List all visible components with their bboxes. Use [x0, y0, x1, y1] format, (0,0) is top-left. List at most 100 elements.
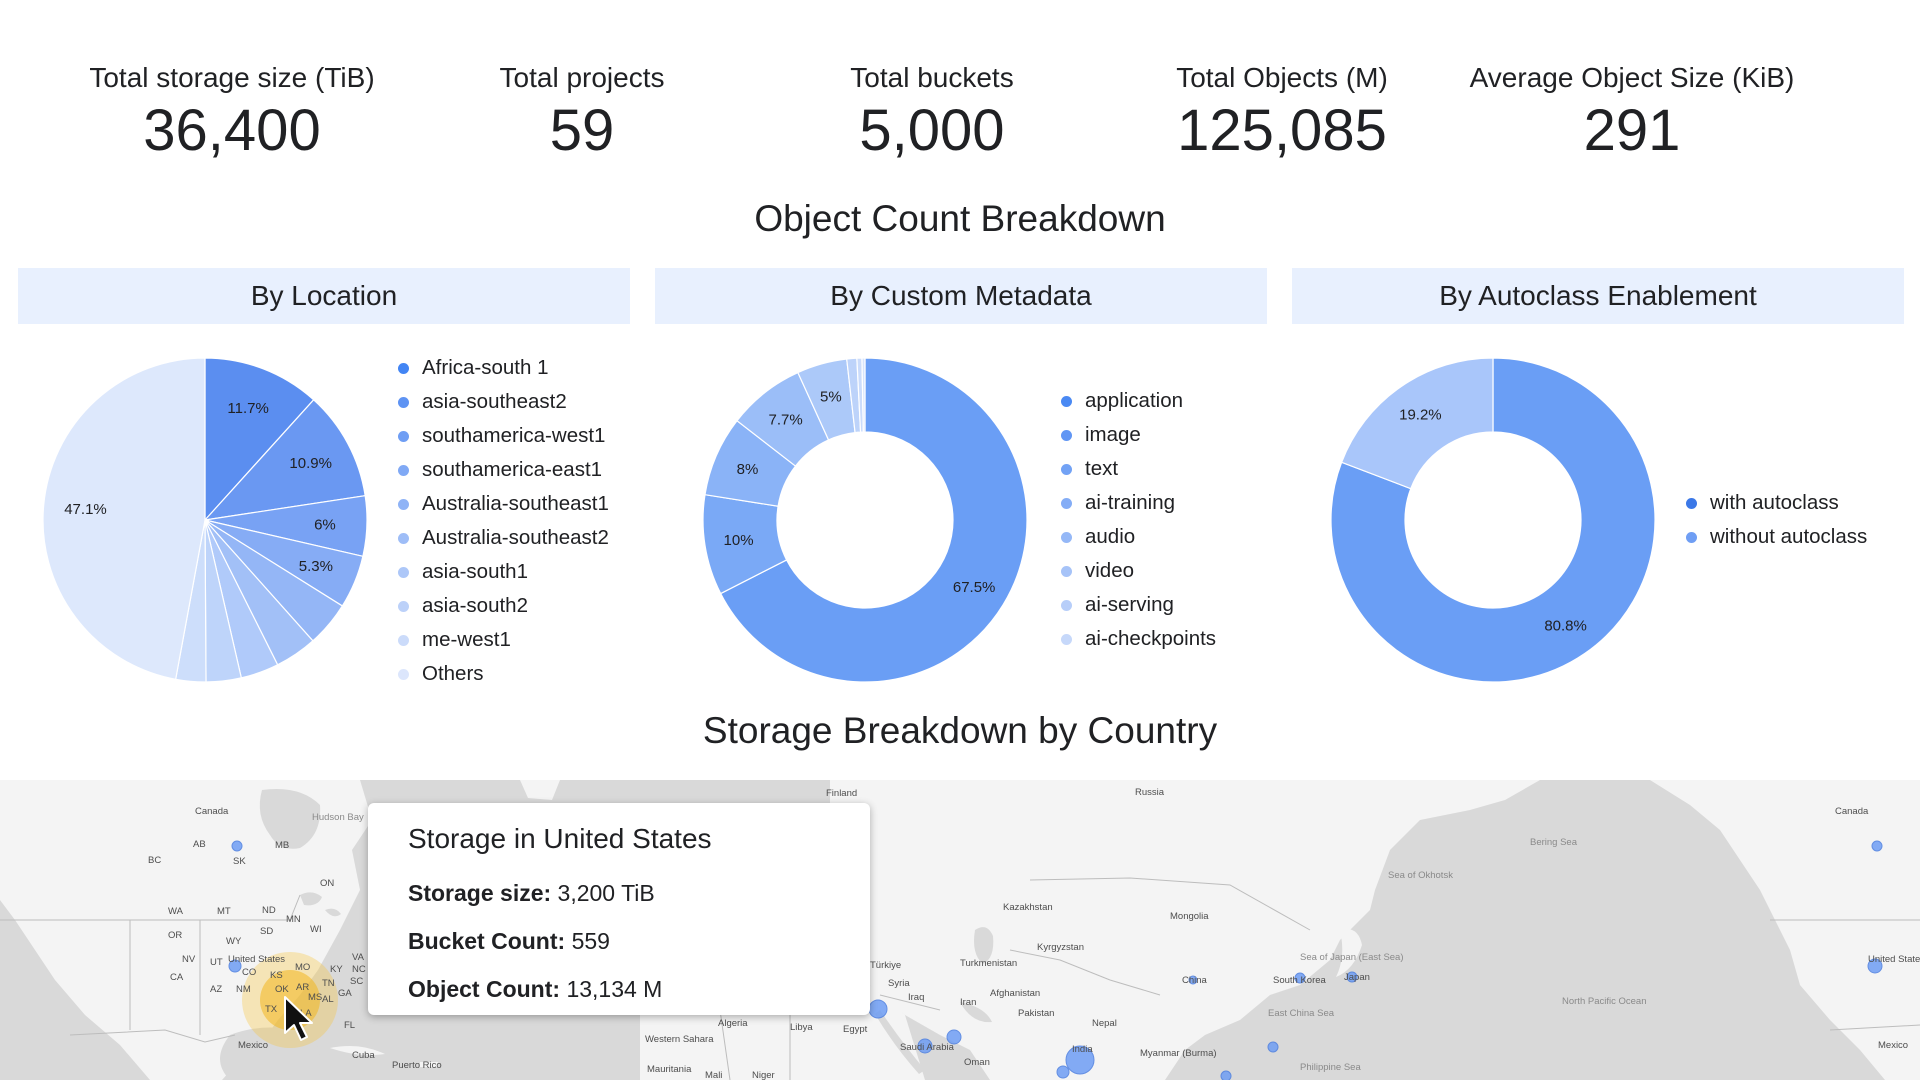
red-sea [875, 1010, 925, 1074]
kpi-average-object-size: Average Object Size (KiB) 291 [1442, 58, 1822, 166]
legend-item[interactable]: Africa-south 1 [398, 351, 609, 385]
kpi-row: Total storage size (TiB) 36,400 Total pr… [0, 58, 1920, 168]
pie-slice-with-autoclass[interactable] [1330, 357, 1656, 683]
tooltip-bucket-value: 559 [571, 928, 610, 954]
tooltip-bucket-label: Bucket Count: [408, 928, 566, 954]
country-borders [0, 877, 1920, 1080]
legend-item[interactable]: application [1061, 384, 1216, 418]
legend-dot-icon [398, 668, 409, 680]
pie-value-label: 19.2% [1399, 407, 1442, 424]
map-label: Mexico [238, 1040, 268, 1051]
map-label: KY [330, 964, 343, 975]
map-label: Türkiye [870, 960, 901, 971]
pie-slice-others[interactable] [42, 357, 206, 681]
legend-item[interactable]: ai-serving [1061, 588, 1216, 622]
kpi-label: Total storage size (TiB) [89, 62, 375, 93]
map-label: CO [242, 967, 256, 978]
bubble-us-west-wrapped [1867, 958, 1883, 974]
map-label: MS [308, 992, 322, 1003]
map-label: NM [236, 984, 251, 995]
legend-item[interactable]: Others [398, 657, 609, 691]
persian-gulf [960, 1002, 992, 1023]
map-label: AR [296, 982, 309, 993]
japan [1336, 929, 1362, 977]
pie-slice-application[interactable] [719, 357, 1028, 683]
legend-item[interactable]: Australia-southeast2 [398, 521, 609, 555]
map-label: Canada [195, 806, 229, 817]
map-label: TN [322, 978, 335, 989]
tooltip-title: Storage in United States [408, 823, 712, 854]
bubble-us-west [228, 959, 242, 973]
pie-slice-without-autoclass[interactable] [1340, 357, 1494, 490]
north-america-landmass-wrapped [1650, 780, 1920, 1080]
map-label: Mongolia [1170, 911, 1209, 922]
kpi-total-projects: Total projects 59 [392, 58, 772, 166]
map-label: United State [1868, 954, 1920, 965]
location-pie-chart[interactable]: 11.7% 10.9% 6% 5.3% 47.1% [40, 355, 380, 695]
map-label: United States [228, 954, 285, 965]
legend-dot-icon [398, 600, 409, 612]
legend-label: ai-training [1085, 491, 1176, 514]
bubble-saudi-arabia [917, 1038, 933, 1054]
legend-item[interactable]: image [1061, 418, 1216, 452]
tooltip-object-value: 13,134 M [566, 976, 663, 1002]
custom-metadata-donut-chart[interactable]: 67.5% 10% 8% 7.7% 5% [702, 355, 1033, 685]
map-label: Syria [888, 978, 910, 989]
pie-value-label: 80.8% [1544, 617, 1587, 634]
legend-label: Australia-southeast1 [422, 492, 609, 515]
map-label: Kazakhstan [1003, 902, 1053, 913]
pie-slice-ai-checkpoints[interactable] [861, 357, 866, 433]
world-map[interactable]: Canada Hudson Bay AB MB SK BC ON WA MT N… [0, 780, 1920, 1080]
kpi-label: Total Objects (M) [1176, 62, 1388, 93]
location-legend: Africa-south 1 asia-southeast2 southameric… [398, 351, 609, 691]
pie-value-label: 8% [737, 461, 759, 478]
legend-item[interactable]: Australia-southeast1 [398, 487, 609, 521]
legend-item[interactable]: asia-south1 [398, 555, 609, 589]
legend-dot-icon [1686, 531, 1697, 543]
legend-item[interactable]: me-west1 [398, 623, 609, 657]
tooltip-storage-size: Storage size: 3,200 TiB [408, 869, 830, 917]
map-label: Bering Sea [1530, 837, 1578, 848]
legend-label: asia-southeast2 [422, 390, 567, 413]
legend-item[interactable]: video [1061, 554, 1216, 588]
legend-item[interactable]: ai-training [1061, 486, 1216, 520]
legend-label: ai-checkpoints [1085, 627, 1217, 650]
legend-item[interactable]: southamerica-east1 [398, 453, 609, 487]
legend-item[interactable]: southamerica-west1 [398, 419, 609, 453]
legend-item[interactable]: audio [1061, 520, 1216, 554]
legend-item[interactable]: asia-south2 [398, 589, 609, 623]
pie-slice-africa-south-1[interactable] [204, 357, 315, 522]
map-label: Cuba [352, 1050, 375, 1061]
bubble-india-south [1056, 1065, 1070, 1079]
bubble-south-korea [1294, 972, 1306, 984]
legend-item[interactable]: with autoclass [1686, 486, 1867, 520]
autoclass-donut-chart[interactable]: 80.8% 19.2% [1328, 355, 1658, 685]
legend-item[interactable]: text [1061, 452, 1216, 486]
legend-label: ai-serving [1085, 593, 1174, 616]
map-label: CA [170, 972, 184, 983]
map-label: NV [182, 954, 196, 965]
map-labels: Canada Hudson Bay AB MB SK BC ON WA MT N… [148, 787, 1920, 1080]
legend-item[interactable]: ai-checkpoints [1061, 622, 1216, 656]
map-canvas: Canada Hudson Bay AB MB SK BC ON WA MT N… [0, 780, 1920, 1080]
legend-dot-icon [1061, 633, 1072, 645]
map-label: ND [262, 905, 276, 916]
map-label: China [1182, 975, 1208, 986]
storage-breakdown-title: Storage Breakdown by Country [702, 710, 1218, 751]
legend-item[interactable]: asia-southeast2 [398, 385, 609, 419]
map-label: AL [322, 994, 334, 1005]
pie-value-label: 5.3% [299, 558, 333, 575]
sri-lanka [1093, 1072, 1101, 1080]
map-label: SC [350, 976, 363, 987]
map-label: North Pacific Ocean [1562, 996, 1646, 1007]
map-label: Oman [964, 1057, 990, 1068]
legend-label: Africa-south 1 [422, 356, 549, 379]
map-label: Hudson Bay [312, 812, 364, 823]
bubble-japan [1346, 971, 1358, 983]
pie-slice-asia-southeast2[interactable] [203, 398, 366, 521]
bubble-turkiye [868, 999, 888, 1019]
map-label: TX [265, 1004, 278, 1015]
map-label: KS [270, 970, 283, 981]
tooltip-bucket-count: Bucket Count: 559 [408, 917, 830, 965]
legend-item[interactable]: without autoclass [1686, 520, 1867, 554]
